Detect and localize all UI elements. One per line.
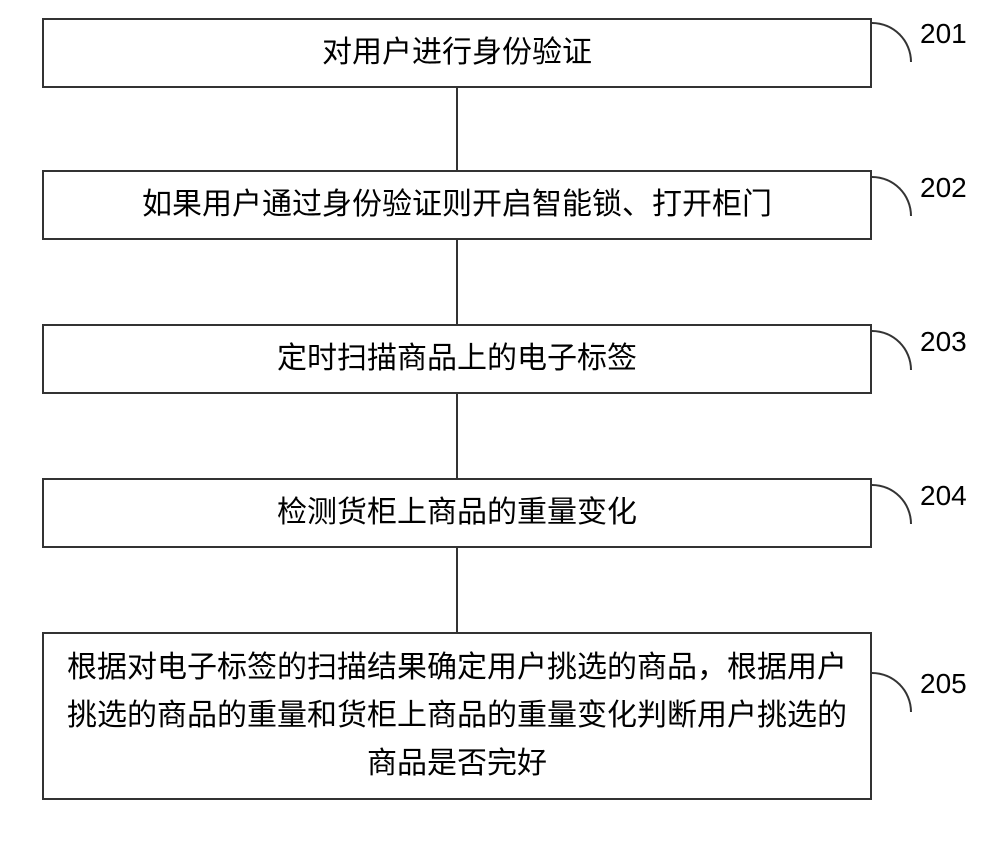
step-label-4: 204 (920, 480, 967, 512)
step-text: 对用户进行身份验证 (322, 29, 592, 77)
step-box-4: 检测货柜上商品的重量变化 (42, 478, 872, 548)
step-text: 检测货柜上商品的重量变化 (277, 489, 637, 537)
step-label-3: 203 (920, 326, 967, 358)
step-text: 定时扫描商品上的电子标签 (277, 335, 637, 383)
step-box-1: 对用户进行身份验证 (42, 18, 872, 88)
step-text: 如果用户通过身份验证则开启智能锁、打开柜门 (142, 181, 772, 229)
label-curve-1 (872, 22, 912, 62)
step-label-5: 205 (920, 668, 967, 700)
step-label-1: 201 (920, 18, 967, 50)
connector-3-4 (456, 394, 458, 478)
flowchart-container: 对用户进行身份验证 如果用户通过身份验证则开启智能锁、打开柜门 定时扫描商品上的… (0, 0, 1000, 851)
connector-1-2 (456, 88, 458, 170)
label-curve-4 (872, 484, 912, 524)
label-curve-3 (872, 330, 912, 370)
label-curve-5 (872, 672, 912, 712)
connector-4-5 (456, 548, 458, 632)
step-box-3: 定时扫描商品上的电子标签 (42, 324, 872, 394)
connector-2-3 (456, 240, 458, 324)
step-label-2: 202 (920, 172, 967, 204)
step-text: 根据对电子标签的扫描结果确定用户挑选的商品，根据用户挑选的商品的重量和货柜上商品… (64, 644, 850, 788)
label-curve-2 (872, 176, 912, 216)
step-box-2: 如果用户通过身份验证则开启智能锁、打开柜门 (42, 170, 872, 240)
step-box-5: 根据对电子标签的扫描结果确定用户挑选的商品，根据用户挑选的商品的重量和货柜上商品… (42, 632, 872, 800)
